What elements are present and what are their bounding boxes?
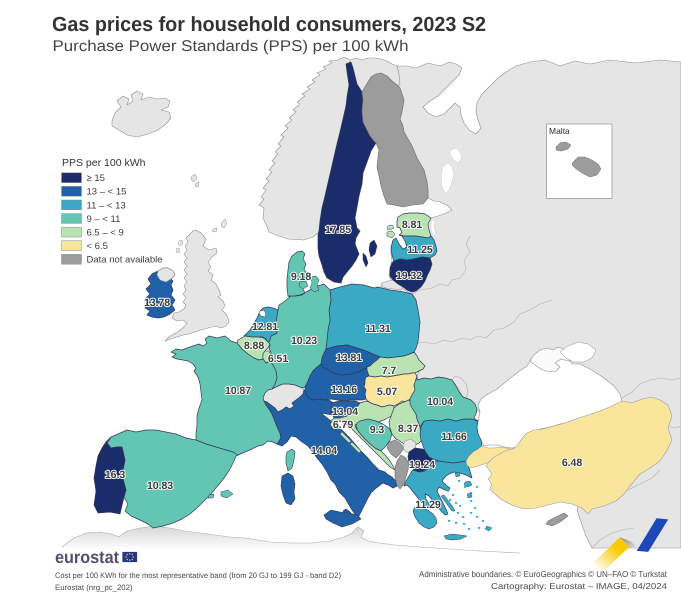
svg-text:8.37: 8.37 <box>398 423 418 435</box>
svg-text:9 – < 11: 9 – < 11 <box>87 214 121 225</box>
svg-text:11.29: 11.29 <box>415 499 441 511</box>
svg-text:14.04: 14.04 <box>311 445 337 457</box>
svg-text:11.31: 11.31 <box>365 323 391 335</box>
svg-text:6.79: 6.79 <box>333 419 353 431</box>
svg-text:6.5 – < 9: 6.5 – < 9 <box>87 228 124 239</box>
svg-text:8.81: 8.81 <box>402 219 422 231</box>
svg-text:16.3: 16.3 <box>105 469 125 481</box>
svg-text:10.04: 10.04 <box>427 396 453 408</box>
svg-text:Data not available: Data not available <box>87 255 163 266</box>
svg-text:< 6.5: < 6.5 <box>87 241 108 252</box>
svg-text:11.25: 11.25 <box>407 244 433 256</box>
svg-text:≥ 15: ≥ 15 <box>87 173 105 184</box>
svg-text:eurostat: eurostat <box>55 547 119 567</box>
svg-text:11 – < 13: 11 – < 13 <box>87 200 126 211</box>
svg-text:PPS per 100 kWh: PPS per 100 kWh <box>62 157 146 169</box>
svg-text:13.78: 13.78 <box>144 297 170 309</box>
svg-text:11.66: 11.66 <box>441 431 467 443</box>
svg-text:10.23: 10.23 <box>291 335 317 347</box>
svg-text:13.04: 13.04 <box>332 406 358 418</box>
svg-text:12.81: 12.81 <box>252 321 278 333</box>
svg-text:13.16: 13.16 <box>331 384 357 396</box>
svg-text:19.24: 19.24 <box>409 459 435 471</box>
svg-text:10.83: 10.83 <box>147 480 173 492</box>
svg-text:Purchase Power Standards (PPS): Purchase Power Standards (PPS) per 100 k… <box>53 38 409 55</box>
svg-text:9.3: 9.3 <box>370 424 385 436</box>
svg-text:6.48: 6.48 <box>562 457 582 469</box>
svg-text:7.7: 7.7 <box>382 365 397 377</box>
svg-text:Cartography: Eurostat – IMAGE,: Cartography: Eurostat – IMAGE, 04/2024 <box>491 581 667 591</box>
svg-text:5.07: 5.07 <box>377 386 397 398</box>
svg-text:Eurostat (nrg_pc_202): Eurostat (nrg_pc_202) <box>55 583 133 592</box>
svg-text:9.18: 9.18 <box>291 271 311 283</box>
svg-text:Gas prices for household consu: Gas prices for household consumers, 2023… <box>52 13 486 36</box>
svg-text:19.32: 19.32 <box>396 270 422 282</box>
svg-text:17.85: 17.85 <box>325 224 351 236</box>
svg-text:Malta: Malta <box>549 126 570 136</box>
svg-text:13 – < 15: 13 – < 15 <box>87 187 127 198</box>
svg-text:13.81: 13.81 <box>336 352 362 364</box>
svg-text:8.88: 8.88 <box>244 340 264 352</box>
svg-text:6.51: 6.51 <box>268 353 288 365</box>
svg-text:10.87: 10.87 <box>225 385 251 397</box>
svg-text:Cost per 100 KWh for the most: Cost per 100 KWh for the most representa… <box>55 571 341 580</box>
svg-text:Administrative boundaries: © E: Administrative boundaries: © EuroGeograp… <box>419 569 668 579</box>
